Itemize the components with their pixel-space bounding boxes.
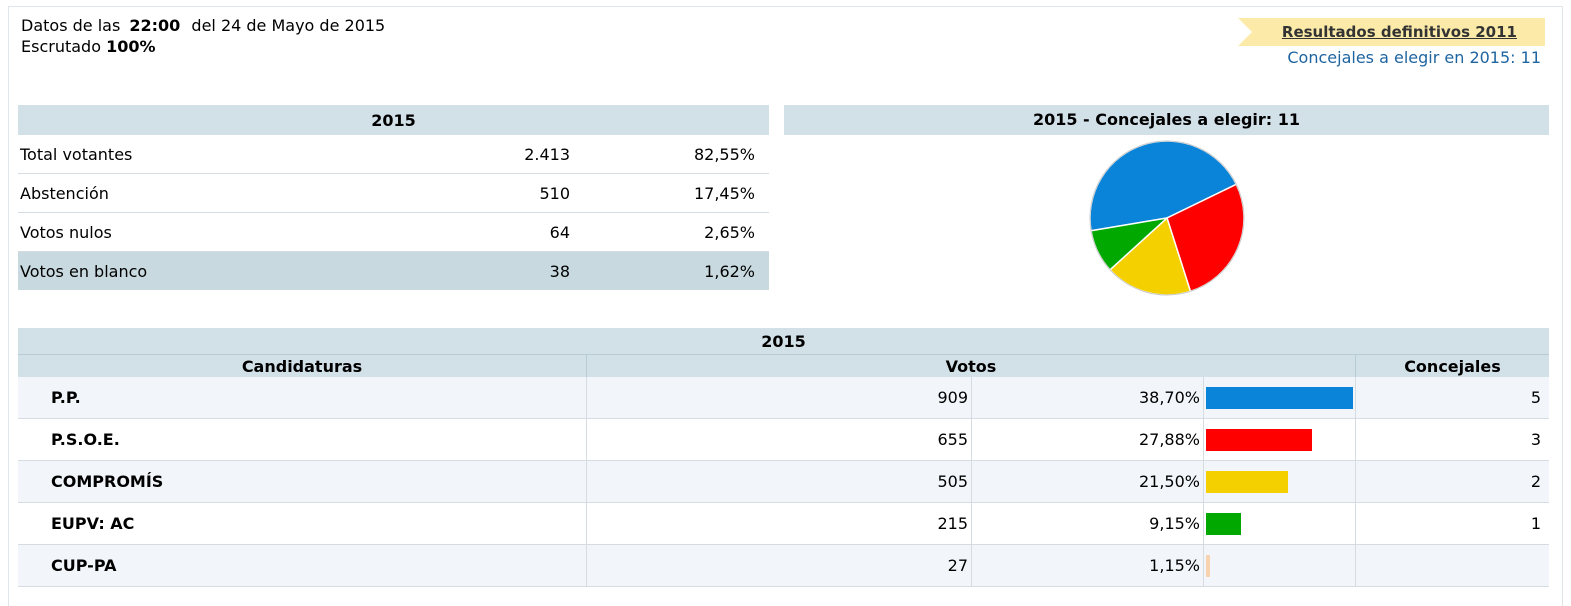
party-votes: 215	[586, 502, 972, 545]
party-name: COMPROMÍS	[18, 460, 587, 503]
pie-outline	[1089, 140, 1245, 296]
col-header-party: Candidaturas	[18, 354, 587, 377]
concejales-note: Concejales a elegir en 2015: 11	[1287, 48, 1541, 67]
results-panel	[8, 6, 1563, 606]
col-header-concejales: Concejales	[1355, 354, 1549, 377]
table-row: P.S.O.E. 655 27,88% 3	[18, 418, 1549, 461]
scrutiny-value: 100%	[106, 37, 156, 56]
pie-title: 2015 - Concejales a elegir: 11	[784, 105, 1549, 135]
timestamp-date: del 24 de Mayo de 2015	[191, 16, 386, 35]
party-votes: 655	[586, 418, 972, 461]
vote-bar	[1206, 387, 1353, 409]
vote-bar	[1206, 429, 1312, 451]
party-pct: 1,15%	[971, 544, 1204, 587]
party-pct: 38,70%	[971, 377, 1204, 419]
party-concejales: 5	[1355, 377, 1549, 419]
vote-bar-cell	[1203, 502, 1356, 545]
table-row: EUPV: AC 215 9,15% 1	[18, 502, 1549, 545]
party-votes: 27	[586, 544, 972, 587]
summary-label: Total votantes	[18, 135, 330, 174]
party-name: EUPV: AC	[18, 502, 587, 545]
candidates-table: 2015 Candidaturas Votos Concejales P.P. …	[18, 328, 1549, 587]
data-timestamp: Datos de las 22:00 del 24 de Mayo de 201…	[21, 15, 385, 57]
party-concejales: 1	[1355, 502, 1549, 545]
table-row: COMPROMÍS 505 21,50% 2	[18, 460, 1549, 503]
summary-pct: 82,55%	[572, 135, 769, 174]
vote-bar-cell	[1203, 460, 1356, 503]
party-pct: 27,88%	[971, 418, 1204, 461]
vote-bar-cell	[1203, 544, 1356, 587]
vote-bar	[1206, 471, 1288, 493]
party-name: P.S.O.E.	[18, 418, 587, 461]
summary-row: Votos en blanco 38 1,62%	[18, 251, 769, 290]
party-votes: 505	[586, 460, 972, 503]
summary-row: Votos nulos 64 2,65%	[18, 212, 769, 252]
summary-value: 2.413	[330, 135, 572, 174]
scrutiny-label: Escrutado	[21, 37, 101, 56]
vote-bar-cell	[1203, 377, 1356, 419]
timestamp-time: 22:00	[129, 16, 181, 35]
party-votes: 909	[586, 377, 972, 419]
scrutiny-line: Escrutado 100%	[21, 36, 385, 57]
summary-table: 2015 Total votantes 2.413 82,55% Abstenc…	[18, 105, 769, 290]
party-concejales	[1355, 544, 1549, 587]
vote-bar-cell	[1203, 418, 1356, 461]
vote-bar	[1206, 513, 1241, 535]
summary-label: Abstención	[18, 173, 330, 213]
summary-pct: 17,45%	[572, 173, 769, 213]
table-row: CUP-PA 27 1,15%	[18, 544, 1549, 587]
summary-pct: 2,65%	[572, 212, 769, 252]
summary-value: 510	[330, 173, 572, 213]
summary-label: Votos en blanco	[18, 251, 330, 290]
summary-row: Total votantes 2.413 82,55%	[18, 135, 769, 174]
party-concejales: 3	[1355, 418, 1549, 461]
timestamp-prefix: Datos de las	[21, 16, 121, 35]
results-2011-link[interactable]: Resultados definitivos 2011	[1281, 23, 1517, 41]
summary-value: 38	[330, 251, 572, 290]
seats-pie-panel: 2015 - Concejales a elegir: 11	[784, 105, 1549, 296]
vote-bar	[1206, 555, 1210, 577]
table-row: P.P. 909 38,70% 5	[18, 377, 1549, 419]
party-pct: 21,50%	[971, 460, 1204, 503]
summary-label: Votos nulos	[18, 212, 330, 252]
summary-row: Abstención 510 17,45%	[18, 173, 769, 213]
summary-value: 64	[330, 212, 572, 252]
timestamp-line: Datos de las 22:00 del 24 de Mayo de 201…	[21, 15, 385, 36]
seats-pie-chart	[1089, 140, 1245, 296]
party-pct: 9,15%	[971, 502, 1204, 545]
summary-title: 2015	[18, 105, 769, 135]
party-name: P.P.	[18, 377, 587, 419]
col-header-votes: Votos	[586, 354, 1356, 377]
results-2011-ribbon: Resultados definitivos 2011	[1238, 18, 1545, 46]
party-name: CUP-PA	[18, 544, 587, 587]
summary-pct: 1,62%	[572, 251, 769, 290]
party-concejales: 2	[1355, 460, 1549, 503]
results-title: 2015	[18, 328, 1549, 355]
